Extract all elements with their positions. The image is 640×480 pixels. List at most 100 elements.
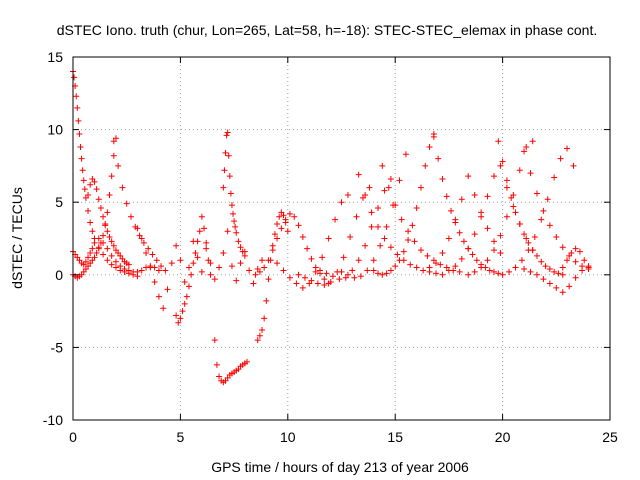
data-series [317, 175, 394, 283]
data-point [579, 267, 586, 274]
data-point [216, 373, 223, 380]
data-point [190, 260, 197, 267]
data-point [503, 184, 510, 191]
data-series [355, 171, 446, 278]
data-point [181, 300, 188, 307]
data-point [542, 263, 549, 270]
data-point [211, 337, 218, 344]
data-point [344, 191, 351, 198]
data-point [497, 250, 504, 257]
data-point [417, 247, 424, 254]
data-point [491, 268, 498, 275]
data-point [469, 251, 476, 258]
data-series [70, 68, 141, 280]
data-point [368, 223, 375, 230]
data-point [400, 248, 407, 255]
data-point [110, 152, 117, 159]
data-point [413, 205, 420, 212]
data-point [223, 132, 230, 139]
data-point [499, 271, 506, 278]
data-point [243, 358, 250, 365]
data-point [95, 196, 102, 203]
data-series [211, 337, 250, 386]
data-point [465, 173, 472, 180]
data-point [521, 265, 528, 272]
data-point [173, 312, 180, 319]
data-point [158, 263, 165, 270]
data-point [484, 225, 491, 232]
x-tick-label: 25 [602, 429, 618, 445]
data-point [332, 216, 339, 223]
data-point [175, 319, 182, 326]
data-point [201, 225, 208, 232]
data-point [381, 187, 388, 194]
data-series [426, 173, 504, 271]
data-point [263, 297, 270, 304]
data-point [110, 138, 117, 145]
data-series [295, 184, 373, 288]
data-point [396, 177, 403, 184]
data-point [81, 186, 88, 193]
data-point [216, 264, 223, 271]
data-point [291, 213, 298, 220]
data-point [295, 271, 302, 278]
data-point [544, 196, 551, 203]
data-point [398, 216, 405, 223]
data-point [237, 244, 244, 251]
data-point [319, 254, 326, 261]
data-point [145, 245, 152, 252]
data-point [93, 250, 100, 257]
data-point [433, 270, 440, 277]
data-point [424, 252, 431, 259]
data-point [155, 267, 162, 274]
data-point [495, 270, 502, 277]
data-series [252, 210, 332, 287]
data-point [439, 250, 446, 257]
data-point [230, 210, 237, 217]
data-point [553, 234, 560, 241]
data-point [576, 248, 583, 255]
data-point [228, 263, 235, 270]
data-point [211, 276, 218, 283]
data-markers [70, 68, 592, 386]
data-series [110, 138, 169, 274]
data-point [87, 219, 94, 226]
data-point [557, 155, 564, 162]
data-point [491, 173, 498, 180]
data-point [568, 250, 575, 257]
data-point [252, 271, 259, 278]
data-point [553, 284, 560, 291]
data-point [375, 270, 382, 277]
data-point [439, 271, 446, 278]
data-point [295, 222, 302, 229]
data-point [177, 257, 184, 264]
data-point [85, 254, 92, 261]
data-point [102, 220, 109, 227]
data-point [452, 216, 459, 223]
data-point [110, 242, 117, 249]
data-point [256, 268, 263, 275]
data-point [518, 257, 525, 264]
data-point [226, 173, 233, 180]
data-point [559, 271, 566, 278]
data-point [183, 293, 190, 300]
data-point [497, 232, 504, 239]
data-point [227, 190, 234, 197]
data-point [271, 231, 278, 238]
x-axis-label: GPS time / hours of day 213 of year 2006 [211, 459, 469, 475]
data-series [379, 162, 463, 275]
data-point [106, 234, 113, 241]
plot-frame [72, 56, 611, 421]
data-point [566, 283, 573, 290]
data-point [572, 258, 579, 265]
data-point [188, 271, 195, 278]
data-point [465, 271, 472, 278]
data-point [71, 74, 78, 81]
data-point [104, 245, 111, 252]
data-point [435, 155, 442, 162]
data-series [370, 130, 437, 278]
data-point [299, 284, 306, 291]
data-point [351, 274, 358, 281]
data-point [546, 265, 553, 272]
data-point [224, 228, 231, 235]
